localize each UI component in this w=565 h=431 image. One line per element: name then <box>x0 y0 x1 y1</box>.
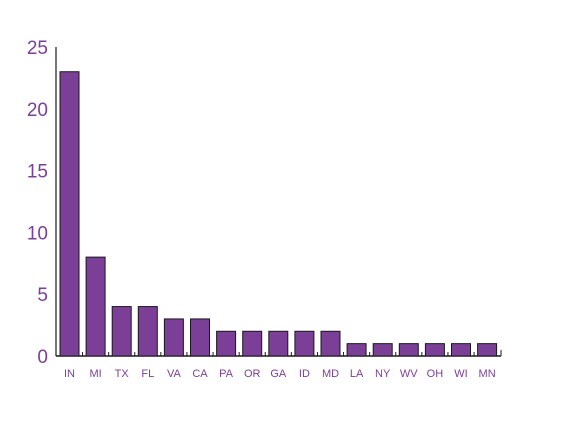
x-tick-label-tx: TX <box>115 368 130 380</box>
y-axis: 0 5 10 15 20 25 <box>27 38 57 368</box>
x-tick-label-fl: FL <box>141 368 154 380</box>
bar-oh <box>424 343 445 357</box>
x-tick-label-in: IN <box>64 368 75 380</box>
x-tick-label-ca: CA <box>192 368 208 380</box>
x-axis: IN MI TX FL VA CA PA OR GA ID MD LA NY WV OH WI MN <box>56 350 502 380</box>
bar-ny <box>372 343 393 357</box>
bar-or <box>242 330 263 357</box>
bar-mn <box>477 343 498 357</box>
bar-va <box>163 318 184 357</box>
bar-wi <box>451 343 471 357</box>
bar-la <box>346 343 367 357</box>
bar-ga <box>268 330 289 357</box>
bar-mi <box>85 256 106 357</box>
x-tick-label-ga: GA <box>270 368 287 380</box>
bar-fl <box>137 306 158 357</box>
x-tick-label-md: MD <box>322 368 339 380</box>
x-tick-label-mn: MN <box>479 368 496 380</box>
x-tick-label-id: ID <box>299 368 310 380</box>
bar-md <box>320 330 341 357</box>
x-tick-label-pa: PA <box>219 368 234 380</box>
y-tick-label: 10 <box>27 223 48 244</box>
bar-pa <box>216 330 237 357</box>
x-tick-label-va: VA <box>167 368 182 380</box>
bars <box>59 71 498 357</box>
x-tick-label-mi: MI <box>89 368 101 380</box>
y-tick-label: 0 <box>37 347 48 368</box>
bar-wv <box>398 343 419 357</box>
x-tick-label-oh: OH <box>427 368 444 380</box>
y-tick-label: 25 <box>27 38 48 59</box>
x-tick-label-or: OR <box>244 368 261 380</box>
x-tick-label-ny: NY <box>375 368 391 380</box>
x-tick-label-wi: WI <box>454 368 467 380</box>
y-tick-label: 5 <box>37 285 48 306</box>
y-tick-label: 15 <box>27 162 48 183</box>
bar-id <box>294 330 315 357</box>
y-tick-label: 20 <box>27 100 48 121</box>
x-tick-label-la: LA <box>350 368 364 380</box>
x-tick-label-wv: WV <box>400 368 418 380</box>
bar-ca <box>190 318 210 357</box>
bar-tx <box>111 306 132 357</box>
bar-in <box>59 71 80 357</box>
